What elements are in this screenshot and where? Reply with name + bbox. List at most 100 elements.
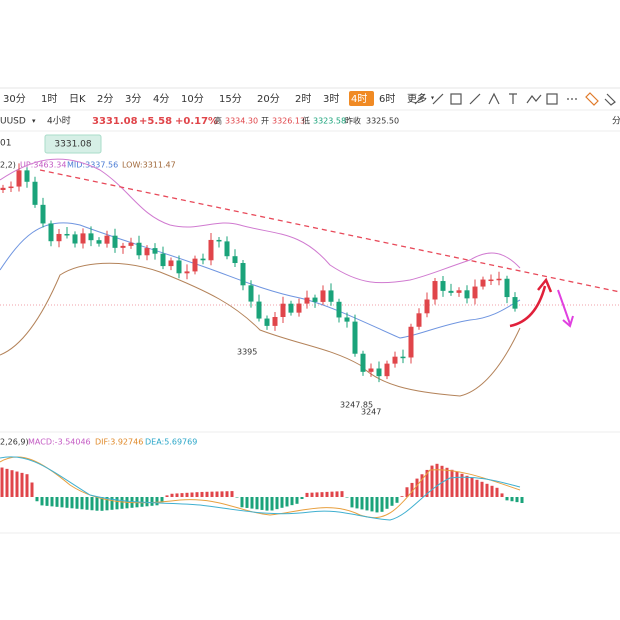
- period-tab[interactable]: 2时: [295, 93, 311, 105]
- macd-bar: [110, 497, 114, 510]
- macd-value: MACD:-3.54046: [28, 438, 91, 447]
- macd-bar: [155, 497, 159, 506]
- candle: [512, 297, 518, 309]
- macd-bar: [115, 497, 119, 510]
- candle: [40, 204, 46, 224]
- macd-bar: [30, 482, 34, 497]
- period-tab[interactable]: 6时: [379, 93, 395, 105]
- boll-params: 2,2): [0, 161, 16, 170]
- toolbar: 30分 1时 日K 2分 3分 4分 10分 15分 20分 2时 3时 4时 6时 更多 ▾: [3, 91, 434, 106]
- prev: 3325.50: [366, 117, 399, 126]
- macd-bar: [290, 497, 294, 506]
- annotation: 3247: [361, 408, 381, 417]
- candle: [464, 290, 470, 299]
- macd-bar: [270, 497, 274, 511]
- candle: [496, 278, 502, 281]
- macd-bar: [460, 473, 464, 497]
- boll-low: LOW:3311.47: [122, 161, 176, 170]
- candle: [288, 303, 294, 313]
- low-label: 低: [302, 116, 310, 126]
- macd-bar: [390, 497, 394, 506]
- macd-bar: [435, 463, 439, 497]
- candle: [264, 318, 270, 326]
- period-tab[interactable]: 30分: [3, 93, 26, 105]
- arrow-head: [537, 277, 553, 293]
- macd-bar: [170, 493, 174, 497]
- annotation: 3247.85: [340, 401, 373, 410]
- macd-bar: [485, 483, 489, 497]
- candle: [352, 321, 358, 354]
- candle: [488, 279, 494, 282]
- macd-bar: [470, 477, 474, 497]
- period-tab[interactable]: 更多: [407, 92, 427, 105]
- candle: [136, 242, 142, 256]
- period-tab[interactable]: 15分: [219, 93, 242, 105]
- candle: [184, 271, 190, 274]
- macd-bar: [200, 491, 204, 497]
- macd-bar: [430, 465, 434, 497]
- macd-bar: [410, 482, 414, 497]
- period-tab[interactable]: 10分: [181, 93, 204, 105]
- macd-bar: [260, 497, 264, 510]
- macd-bar: [395, 497, 399, 503]
- macd-bar: [150, 497, 154, 506]
- candle: [8, 186, 14, 189]
- macd-bar: [495, 487, 499, 497]
- candle: [216, 239, 222, 242]
- macd-bar: [450, 469, 454, 497]
- period[interactable]: 4小时: [47, 115, 71, 127]
- macd-bar: [65, 497, 69, 508]
- period-tab[interactable]: 3时: [323, 93, 339, 105]
- symbol[interactable]: UUSD: [0, 117, 26, 127]
- candle: [80, 233, 86, 244]
- macd-bar: [275, 497, 279, 510]
- macd-bar: [330, 491, 334, 497]
- caret: ▾: [431, 95, 434, 102]
- candle: [368, 368, 374, 372]
- candle: [0, 187, 6, 190]
- period-tab[interactable]: 20分: [257, 93, 280, 105]
- period-tab[interactable]: 日K: [69, 94, 86, 105]
- period-tab[interactable]: 2分: [97, 93, 113, 105]
- open: 3326.13: [272, 117, 305, 126]
- candle: [304, 297, 310, 304]
- left-label: 01: [0, 139, 11, 149]
- candle: [96, 240, 102, 244]
- macd-bar: [465, 475, 469, 497]
- candle: [312, 297, 318, 302]
- macd-bar: [520, 497, 524, 503]
- period-tab[interactable]: 1时: [41, 93, 57, 105]
- candle: [16, 170, 22, 187]
- macd-bar: [40, 497, 44, 506]
- macd-bar: [180, 493, 184, 497]
- caret: ▾: [32, 117, 36, 125]
- dea-line: [0, 456, 521, 521]
- period-tab[interactable]: 4分: [153, 93, 169, 105]
- macd-bar: [425, 469, 429, 497]
- macd-bar: [175, 493, 179, 497]
- macd-bar: [310, 492, 314, 497]
- macd-bar: [255, 497, 259, 510]
- macd-bar: [370, 497, 374, 512]
- macd-bar: [505, 497, 509, 501]
- candle: [128, 242, 134, 246]
- candle: [320, 290, 326, 302]
- candle: [504, 278, 510, 298]
- macd-bar: [440, 465, 444, 497]
- candle: [408, 326, 414, 358]
- macd-bar: [245, 497, 249, 508]
- change: +5.58: [139, 116, 172, 127]
- dea-value: DEA:5.69769: [145, 438, 197, 447]
- candle: [272, 316, 278, 326]
- macd-bar: [120, 497, 124, 509]
- macd-bar: [285, 497, 289, 507]
- candle: [192, 258, 198, 272]
- macd-bar: [305, 492, 309, 497]
- candle: [296, 303, 302, 313]
- high: 3334.30: [225, 117, 258, 126]
- period-tab[interactable]: 4时: [351, 93, 367, 105]
- macd-bar: [85, 497, 89, 510]
- macd-bar: [405, 487, 409, 497]
- period-tab[interactable]: 3分: [125, 93, 141, 105]
- candle: [424, 299, 430, 314]
